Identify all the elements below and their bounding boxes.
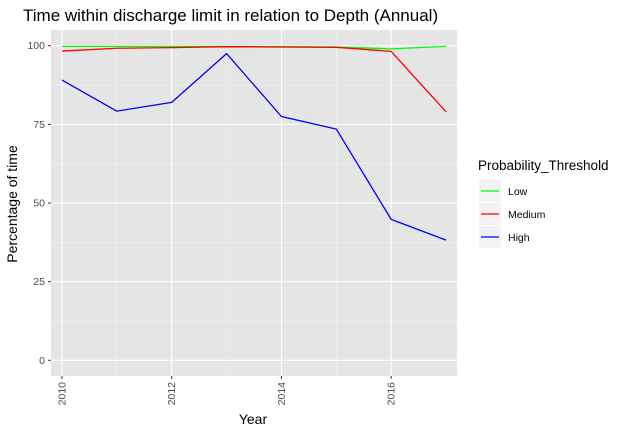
x-axis: 2010 2012 2014 2016 [56,376,398,406]
y-tick-label: 0 [39,355,45,367]
legend-title: Probability_Threshold [478,158,609,173]
x-tick-label: 2010 [56,382,68,406]
chart-title: Time within discharge limit in relation … [23,6,438,25]
y-axis: 0 25 50 75 100 [27,40,51,367]
y-tick-label: 75 [33,119,45,131]
series-line-medium [61,46,447,113]
y-tick-label: 50 [33,198,45,210]
x-tick-label: 2014 [276,382,288,406]
x-tick-label: 2016 [386,382,398,406]
legend-label-medium: Medium [508,209,546,221]
legend-label-low: Low [508,186,528,198]
y-axis-title: Percentage of time [4,145,20,263]
legend: Probability_Threshold Low Medium High [478,158,609,248]
y-tick-label: 25 [33,276,45,288]
series-line-high [61,52,447,241]
x-tick-label: 2012 [166,382,178,406]
series-lines [61,45,447,241]
y-tick-label: 100 [27,40,45,52]
legend-label-high: High [508,232,530,244]
x-axis-title: Year [239,411,268,427]
grid-lines [51,30,457,376]
